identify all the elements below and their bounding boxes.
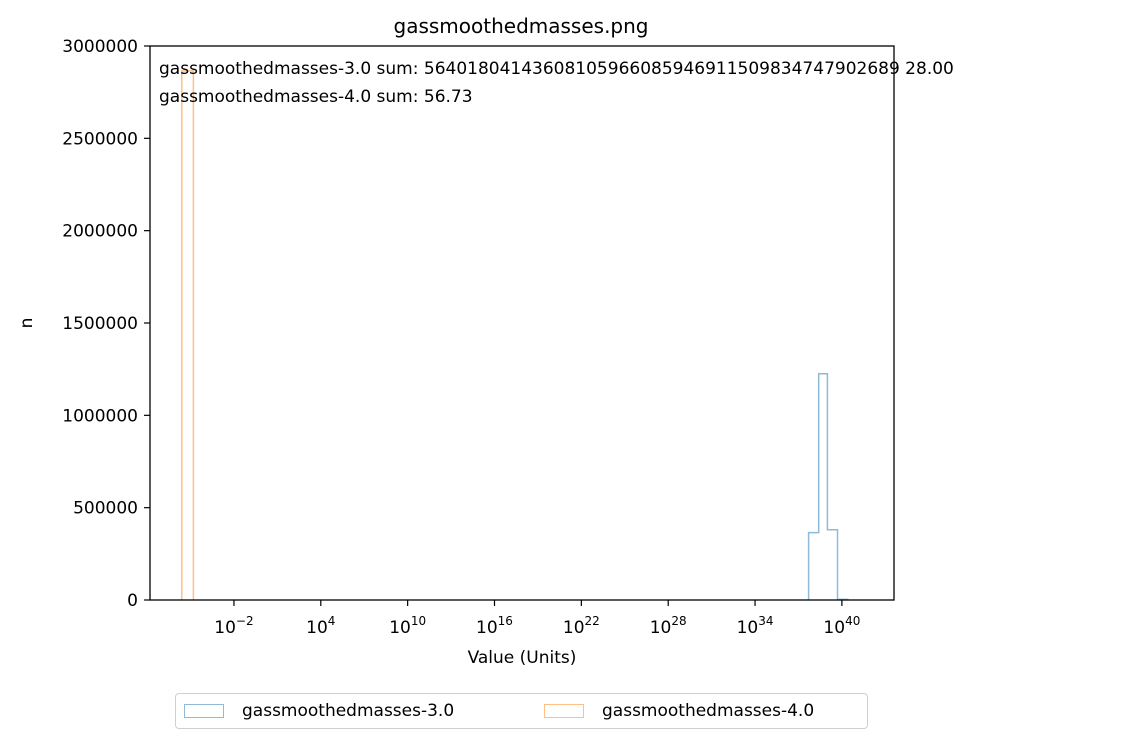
legend: gassmoothedmasses-3.0 gassmoothedmasses-… bbox=[175, 693, 868, 729]
sum-annotation-1: gassmoothedmasses-3.0 sum: 5640180414360… bbox=[159, 59, 954, 79]
y-tick-label: 500000 bbox=[73, 499, 138, 519]
y-tick-label: 3000000 bbox=[62, 37, 138, 57]
legend-item-series-1: gassmoothedmasses-3.0 bbox=[184, 702, 454, 720]
plot-area bbox=[181, 70, 849, 601]
x-axis-ticks: 10−2 104 1010 1016 1022 1028 1034 1040 bbox=[214, 600, 860, 638]
plot-frame bbox=[149, 45, 895, 601]
x-tick-label: 10−2 bbox=[214, 614, 253, 638]
y-tick-label: 1500000 bbox=[62, 314, 138, 334]
legend-item-series-2: gassmoothedmasses-4.0 bbox=[544, 702, 814, 720]
legend-label-series-1: gassmoothedmasses-3.0 bbox=[242, 701, 455, 721]
chart-title: gassmoothedmasses.png bbox=[394, 14, 649, 38]
y-axis-label: n bbox=[17, 318, 37, 329]
legend-label-series-2: gassmoothedmasses-4.0 bbox=[602, 701, 815, 721]
y-axis-ticks: 0 500000 1000000 1500000 2000000 2500000 30000… bbox=[62, 37, 150, 611]
y-tick-label: 0 bbox=[127, 591, 138, 611]
legend-swatch-series-2 bbox=[544, 704, 584, 718]
x-axis-label: Value (Units) bbox=[468, 648, 577, 668]
x-tick-label: 1034 bbox=[737, 614, 774, 638]
legend-swatch-series-1 bbox=[184, 704, 224, 718]
y-tick-label: 2500000 bbox=[62, 129, 138, 149]
x-tick-label: 104 bbox=[306, 614, 335, 638]
histogram-series-1 bbox=[807, 373, 849, 601]
sum-annotation-2: gassmoothedmasses-4.0 sum: 56.73 bbox=[159, 87, 473, 107]
x-tick-label: 1016 bbox=[476, 614, 513, 638]
x-tick-label: 1010 bbox=[389, 614, 426, 638]
x-tick-label: 1028 bbox=[650, 614, 687, 638]
y-tick-label: 1000000 bbox=[62, 406, 138, 426]
x-tick-label: 1022 bbox=[563, 614, 600, 638]
x-tick-label: 1040 bbox=[823, 614, 860, 638]
histogram-series-2 bbox=[181, 70, 195, 600]
y-tick-label: 2000000 bbox=[62, 222, 138, 242]
